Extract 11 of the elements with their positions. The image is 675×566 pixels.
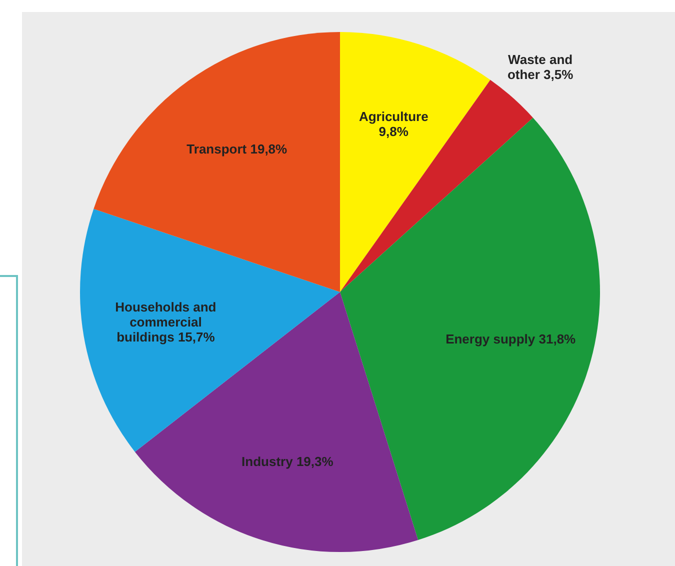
pie-slice (80, 208, 340, 452)
pie-slice (340, 32, 490, 292)
slice-label: Transport 19,8% (186, 140, 288, 156)
slice-label: Industry 19,3% (242, 453, 334, 468)
slice-label: Households and commercial buildings 15,7% (115, 299, 216, 344)
data-label: 9,8% (378, 124, 409, 139)
slice-label: Energy supply 31,8% (446, 330, 576, 346)
slice-label: Waste and other 3,5% (507, 52, 574, 82)
pie-slice (340, 80, 533, 292)
slice-label: Agriculture (358, 108, 428, 124)
pie-slice (94, 32, 340, 292)
